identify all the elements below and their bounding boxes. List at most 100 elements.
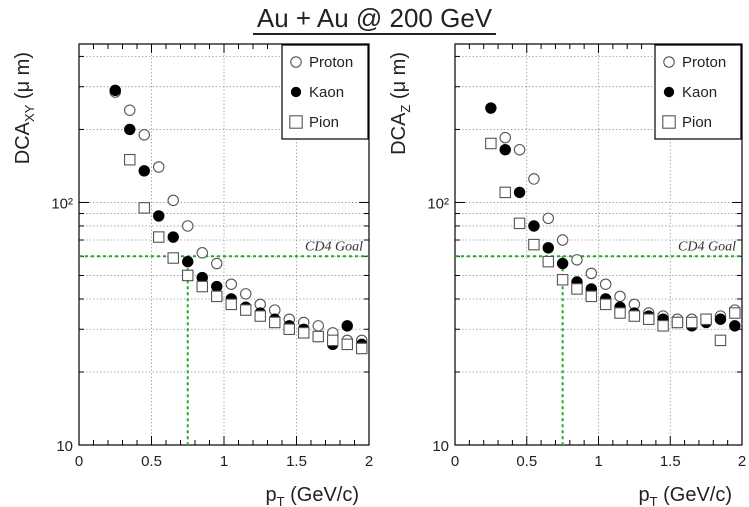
y-axis-title-sub: XY [22, 104, 37, 122]
data-point-pion [182, 269, 194, 282]
data-point-pion [700, 313, 712, 325]
data-point-proton [556, 234, 569, 246]
data-point-kaon [124, 123, 136, 136]
data-point-proton [124, 104, 136, 116]
data-point-pion [628, 310, 641, 322]
data-point-kaon [167, 231, 179, 243]
data-point-pion [571, 283, 583, 295]
legend: Proton Kaon Pion [281, 44, 369, 140]
data-point-pion [671, 316, 684, 329]
data-point-kaon [109, 84, 121, 96]
data-point-pion [240, 304, 252, 316]
x-axis-title-sub: T [650, 494, 658, 507]
data-point-pion [499, 186, 511, 199]
data-point-kaon [138, 165, 150, 177]
x-axis-title-main: p [265, 484, 276, 506]
cd4-goal: CD4 Goal [79, 239, 369, 445]
data-point-proton [614, 290, 626, 303]
data-point-proton [225, 278, 238, 290]
legend-marker-proton [290, 56, 302, 68]
y-tick-label: 10² [51, 195, 73, 212]
x-tick-label: 0.5 [141, 453, 162, 470]
series-pion [485, 137, 741, 347]
x-axis-title-rest: (GeV/c) [285, 484, 359, 506]
x-tick-label: 1.5 [660, 453, 681, 470]
legend-marker-kaon [663, 86, 675, 98]
data-point-pion [124, 153, 136, 166]
data-point-kaon [528, 220, 540, 232]
data-point-kaon [714, 313, 727, 325]
data-point-pion [196, 280, 209, 293]
data-point-pion [268, 316, 281, 329]
x-tick-label: 2 [738, 453, 746, 470]
data-point-pion [614, 307, 626, 319]
legend-marker-kaon [290, 86, 302, 98]
data-point-pion [599, 298, 612, 311]
data-point-kaon [153, 210, 165, 222]
data-point-proton [599, 278, 612, 290]
goal-label: CD4 Goal [305, 239, 363, 254]
data-point-pion [585, 290, 598, 303]
data-point-pion [312, 330, 324, 343]
data-point-pion [542, 255, 555, 268]
data-point-kaon [513, 186, 526, 199]
legend-label-proton: Proton [309, 54, 353, 71]
cd4-goal: CD4 Goal [455, 239, 742, 445]
data-point-pion [657, 320, 669, 332]
legend-marker-pion [289, 115, 303, 129]
x-axis-title-sub: T [277, 494, 285, 507]
figure-title-text: Au + Au @ 200 GeV [252, 3, 497, 35]
x-tick-label: 0 [75, 453, 83, 470]
series-pion [124, 153, 368, 355]
data-point-proton [513, 143, 526, 156]
data-point-pion [283, 323, 295, 336]
legend-label-kaon: Kaon [309, 84, 344, 101]
x-axis-title-rest: (GeV/c) [658, 484, 732, 506]
data-point-kaon [211, 280, 223, 293]
data-point-kaon [499, 143, 511, 156]
data-point-proton [211, 257, 223, 270]
data-point-proton [542, 212, 555, 225]
data-point-kaon [542, 242, 554, 254]
data-point-pion [254, 310, 267, 322]
x-tick-label: 2 [365, 453, 373, 470]
legend-label-kaon: Kaon [682, 84, 717, 101]
data-point-pion [513, 217, 526, 230]
data-point-proton [571, 254, 583, 266]
data-point-kaon [556, 257, 569, 270]
axis-ticks [454, 44, 743, 446]
legend-marker-pion [662, 115, 676, 129]
y-axis-title-rest: (μ m) [12, 52, 34, 105]
y-tick-label: 10² [427, 195, 449, 212]
data-point-proton [585, 267, 598, 280]
figure-title: Au + Au @ 200 GeV [0, 3, 749, 35]
y-tick-label: 10 [432, 438, 449, 455]
data-point-kaon [729, 320, 741, 332]
data-point-proton [153, 161, 165, 173]
data-point-pion [485, 137, 497, 150]
chart-panel-2: 0 0.5 1 1.5 2 10 10² pT (GeV/c) DCAZ (μ m) CD4 Go… [388, 43, 746, 507]
x-tick-label: 1.5 [286, 453, 307, 470]
data-point-pion [714, 334, 727, 347]
data-point-kaon [182, 255, 194, 268]
data-point-pion [225, 298, 238, 311]
goal-label: CD4 Goal [678, 239, 736, 254]
x-tick-label: 1 [220, 453, 228, 470]
y-axis-title-main: DCA [12, 121, 34, 164]
data-point-pion [556, 274, 569, 286]
data-point-proton [240, 288, 252, 300]
data-point-pion [642, 313, 655, 325]
data-point-pion [355, 342, 368, 355]
data-point-pion [138, 202, 151, 214]
data-point-proton [196, 247, 209, 259]
data-point-pion [686, 316, 698, 329]
data-point-pion [167, 252, 180, 264]
y-axis-title-sub: Z [398, 105, 413, 113]
y-axis-title-main: DCA [388, 112, 410, 155]
data-point-pion [341, 338, 353, 351]
x-axis-title-main: p [638, 484, 649, 506]
legend-label-pion: Pion [682, 114, 712, 131]
data-point-proton [138, 129, 151, 141]
